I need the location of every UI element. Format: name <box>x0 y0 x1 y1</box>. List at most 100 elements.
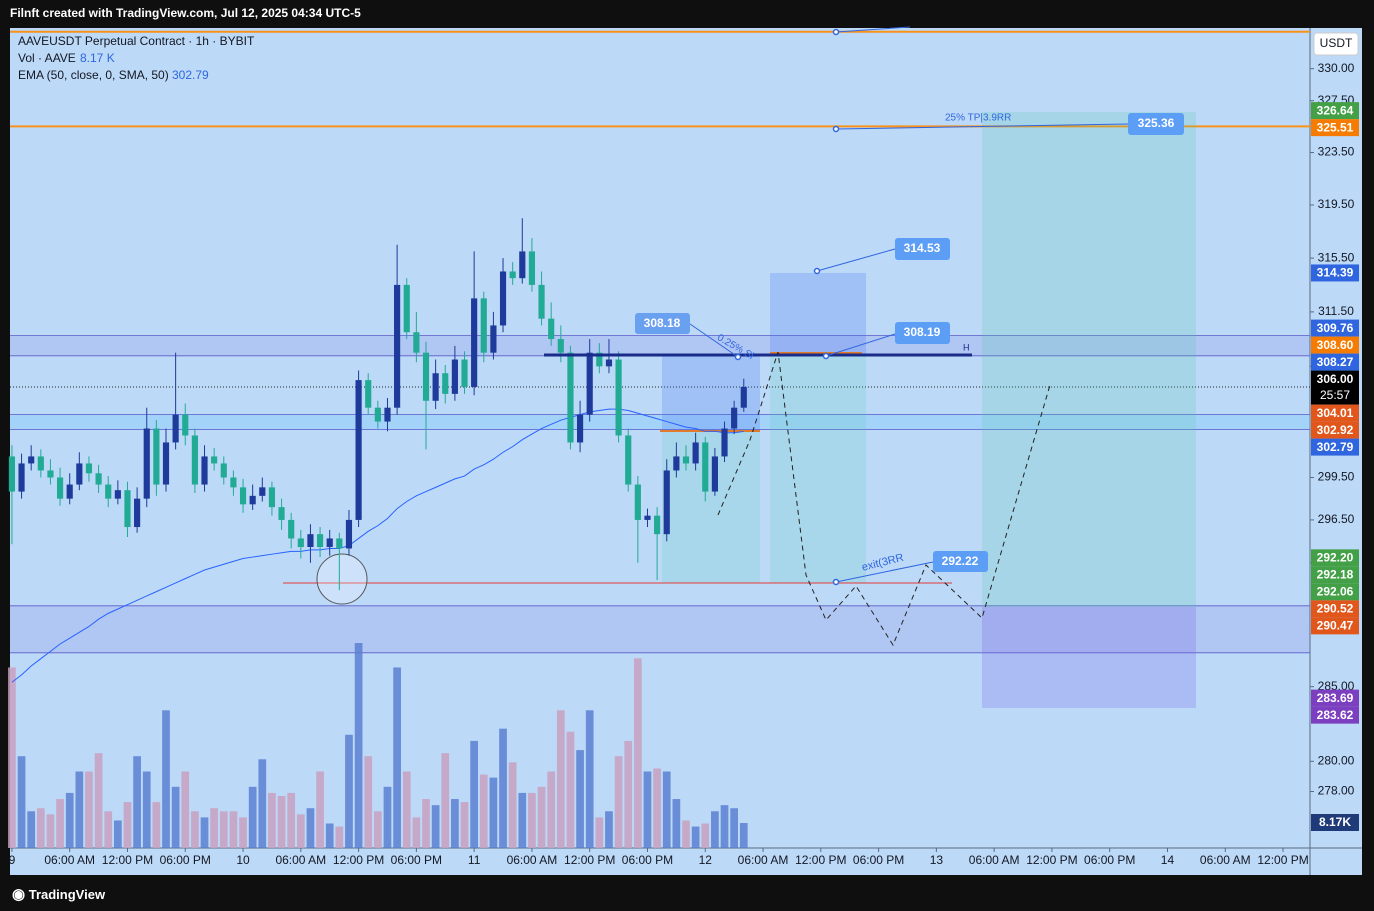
trend-line <box>825 333 896 357</box>
brand: TradingView <box>28 887 106 902</box>
x-tick-label: 12:00 PM <box>795 853 846 867</box>
currency-button[interactable] <box>1313 32 1359 56</box>
candle-body <box>85 463 93 474</box>
volume-bar <box>653 768 661 848</box>
volume-bar <box>354 643 363 848</box>
volume-bar <box>306 808 315 848</box>
price-badge-label: 290.52 <box>1317 602 1354 616</box>
volume-bar <box>191 811 199 848</box>
y-tick-label: 323.50 <box>1318 145 1355 159</box>
y-tick-label: 319.50 <box>1318 197 1355 211</box>
x-tick-label: 11 <box>468 853 481 867</box>
volume-bar <box>662 771 671 848</box>
volume-bar <box>566 731 575 848</box>
candle-body <box>182 414 189 436</box>
x-tick-label: 12:00 PM <box>1257 853 1308 867</box>
volume-bar <box>210 808 218 848</box>
price-badge <box>1311 319 1359 337</box>
x-tick-label: 13 <box>930 853 944 867</box>
footer-brand: ◉ TradingView <box>12 886 106 903</box>
volume-bar <box>325 823 334 848</box>
candle-body <box>509 271 516 279</box>
volume-bar <box>537 786 546 848</box>
candle-body <box>365 380 372 408</box>
candle-body <box>586 352 593 415</box>
tp-text: 25% TP|3.9RR <box>945 113 1011 124</box>
volume-bar <box>133 756 141 848</box>
volume-bar <box>595 817 604 848</box>
volume-bar <box>364 756 373 848</box>
price-tag-text: 308.18 <box>644 316 681 330</box>
price-badge <box>1311 566 1359 584</box>
volume-bar <box>460 802 469 848</box>
volume-bar <box>181 771 190 848</box>
volume-bar <box>682 820 690 848</box>
price-badge-label: 283.62 <box>1317 708 1354 722</box>
volume-bar <box>402 771 411 848</box>
candle-body <box>259 487 266 496</box>
candle-body <box>278 507 285 520</box>
volume-bar <box>17 756 26 848</box>
x-tick-label: 06:00 PM <box>160 853 211 867</box>
x-tick-label: 06:00 AM <box>1200 853 1251 867</box>
position-box <box>770 273 866 355</box>
volume-bar <box>508 762 517 848</box>
volume-bar <box>614 756 623 848</box>
volume-bar <box>556 710 565 848</box>
volume-bar <box>85 771 93 848</box>
candle-body <box>191 435 198 485</box>
footer-bg <box>0 875 1374 911</box>
candle-body <box>105 484 112 499</box>
candle-body <box>644 515 651 520</box>
volume-badge-label: 8.17K <box>1319 815 1351 829</box>
volume-bar <box>287 792 296 848</box>
price-badge-label: 292.20 <box>1317 551 1354 565</box>
volume-bar <box>219 811 228 848</box>
volume-bar <box>171 786 180 848</box>
currency[interactable]: USDT <box>1320 36 1353 50</box>
volume-bar <box>739 823 748 848</box>
volume-bar <box>200 817 209 848</box>
x-tick-label: 06:00 AM <box>969 853 1020 867</box>
volume-bar <box>374 811 382 848</box>
price-badge <box>1311 438 1359 456</box>
candle-body <box>538 284 545 319</box>
candle-body <box>28 456 35 464</box>
long-target-box <box>982 112 1196 607</box>
price-badge <box>1311 583 1359 601</box>
candle-body <box>731 407 738 429</box>
candle-body <box>268 487 276 508</box>
candle-body <box>230 477 237 488</box>
legend-volume-value: 8.17 K <box>80 51 115 65</box>
candle-body <box>432 373 439 401</box>
candle-body <box>239 487 247 505</box>
price-tag <box>895 238 950 260</box>
y-tick-label: 311.50 <box>1318 304 1354 318</box>
ema-line <box>11 408 744 683</box>
x-tick-label: 14 <box>1161 853 1175 867</box>
volume-bar <box>65 792 74 848</box>
y-tick-label: 285.00 <box>1318 679 1355 693</box>
highlight-circle <box>316 553 368 605</box>
candle-body <box>605 359 613 367</box>
price-badge-label: 308.27 <box>1317 355 1354 369</box>
price-badge-label: 314.39 <box>1317 266 1354 280</box>
candle-body <box>288 519 295 539</box>
volume-badge <box>1311 814 1359 832</box>
volume-bar <box>576 750 584 848</box>
candle-body <box>721 428 728 457</box>
anchor-points <box>734 28 840 586</box>
volume-bar <box>123 802 132 848</box>
legend-ema: EMA (50, close, 0, SMA, 50) <box>18 68 169 82</box>
y-tick-label: 280.00 <box>1318 753 1355 767</box>
x-tick-label: 12:00 PM <box>1026 853 1077 867</box>
x-tick-label: 12:00 PM <box>333 853 384 867</box>
candle-body <box>673 456 680 471</box>
volume-bar <box>422 799 430 848</box>
volume-bar <box>701 823 710 848</box>
volume-bar <box>229 811 238 848</box>
volume-bar <box>605 811 613 848</box>
candle-body <box>384 407 391 422</box>
price-badge-label: 292.18 <box>1317 568 1354 582</box>
